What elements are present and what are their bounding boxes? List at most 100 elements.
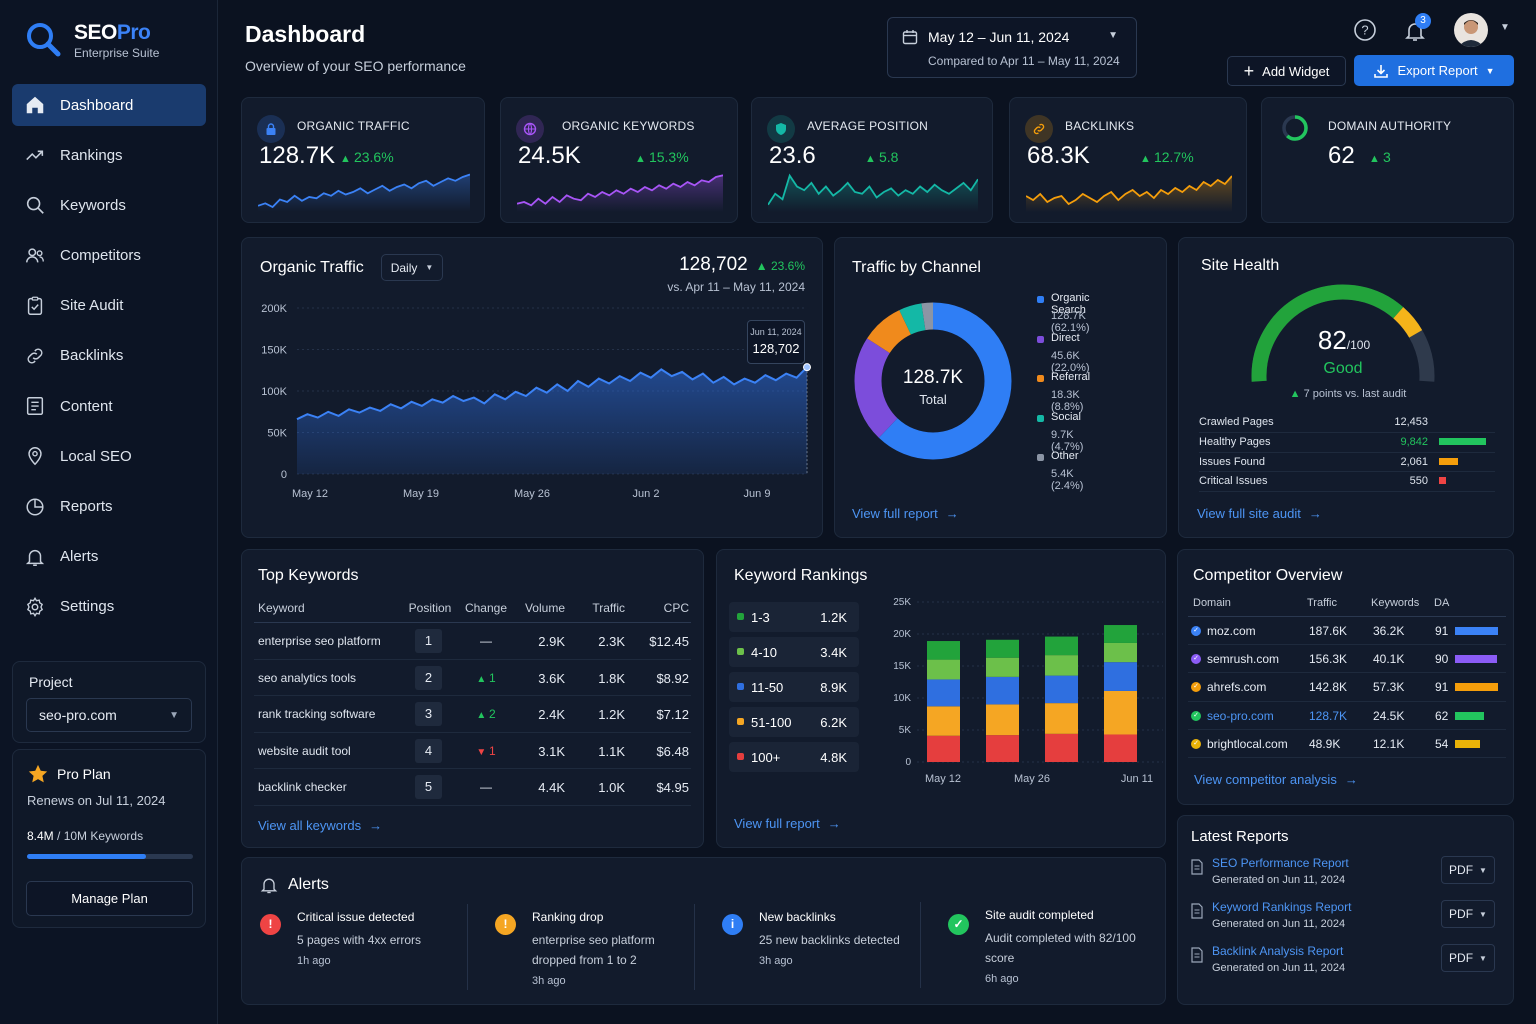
table-row[interactable]: backlink checker 5 — 4.4K 1.0K $4.95 bbox=[254, 769, 691, 806]
ranking-bucket-1-3[interactable]: 1-3 1.2K bbox=[729, 602, 859, 632]
view-site-audit-link[interactable]: View full site audit → bbox=[1197, 506, 1322, 521]
column-header[interactable]: Keyword bbox=[258, 601, 305, 615]
kpi-card-average-position[interactable]: AVERAGE POSITION 23.6 ▲ 5.8 bbox=[751, 97, 993, 223]
report-name[interactable]: Keyword Rankings Report bbox=[1212, 900, 1352, 914]
sidebar-item-rankings[interactable]: Rankings bbox=[12, 134, 206, 176]
bar-segment[interactable] bbox=[1045, 675, 1078, 704]
cpc-cell: $8.92 bbox=[656, 670, 689, 686]
table-row[interactable]: rank tracking software 3 ▲ 2 2.4K 1.2K $7.12 bbox=[254, 696, 691, 733]
competitor-row[interactable]: ✓ seo-pro.com 128.7K 24.5K 62 bbox=[1188, 702, 1506, 730]
ranking-bucket-51-100[interactable]: 51-100 6.2K bbox=[729, 707, 859, 737]
table-row[interactable]: seo analytics tools 2 ▲ 1 3.6K 1.8K $8.92 bbox=[254, 660, 691, 696]
bar-segment[interactable] bbox=[986, 735, 1019, 762]
alerts-title: Alerts bbox=[288, 876, 329, 893]
bar-segment[interactable] bbox=[986, 676, 1019, 705]
kpi-sparkline bbox=[1026, 175, 1232, 212]
sidebar-item-alerts[interactable]: Alerts bbox=[12, 536, 206, 578]
column-header[interactable]: Change bbox=[464, 601, 508, 615]
bar-segment[interactable] bbox=[1045, 733, 1078, 762]
bar-segment[interactable] bbox=[1104, 662, 1137, 691]
export-report-button[interactable]: Export Report ▼ bbox=[1354, 55, 1514, 86]
column-header[interactable]: Keywords bbox=[1371, 597, 1420, 609]
bar-segment[interactable] bbox=[1104, 642, 1137, 663]
hover-point[interactable] bbox=[803, 363, 811, 372]
notifications-button[interactable]: 3 bbox=[1403, 13, 1431, 45]
check-icon: ✓ bbox=[1191, 626, 1201, 636]
bar-segment[interactable] bbox=[1045, 655, 1078, 676]
sidebar-item-site-audit[interactable]: Site Audit bbox=[12, 285, 206, 327]
report-name[interactable]: SEO Performance Report bbox=[1212, 856, 1349, 870]
column-header[interactable]: Volume bbox=[524, 601, 565, 615]
user-menu[interactable]: ▼ bbox=[1454, 13, 1514, 47]
bar-segment[interactable] bbox=[1045, 636, 1078, 656]
sidebar-item-backlinks[interactable]: Backlinks bbox=[12, 335, 206, 377]
bar-segment[interactable] bbox=[927, 641, 960, 660]
bar-segment[interactable] bbox=[1104, 625, 1137, 643]
kpi-label: DOMAIN AUTHORITY bbox=[1328, 119, 1452, 133]
bar-segment[interactable] bbox=[927, 679, 960, 707]
column-header[interactable]: DA bbox=[1434, 597, 1450, 609]
competitor-traffic: 48.9K bbox=[1309, 736, 1341, 751]
channel-view-report-link[interactable]: View full report → bbox=[852, 506, 959, 521]
report-name[interactable]: Backlink Analysis Report bbox=[1212, 944, 1344, 958]
column-header[interactable]: Domain bbox=[1193, 597, 1231, 609]
manage-plan-button[interactable]: Manage Plan bbox=[26, 881, 193, 916]
date-range-picker[interactable]: May 12 – Jun 11, 2024 Compared to Apr 11… bbox=[887, 17, 1137, 78]
bar-segment[interactable] bbox=[1104, 734, 1137, 762]
competitor-row[interactable]: ✓ semrush.com 156.3K 40.1K 90 bbox=[1188, 645, 1506, 674]
rankings-view-report-link[interactable]: View full report → bbox=[734, 816, 841, 831]
x-tick-label: Jun 9 bbox=[744, 488, 771, 500]
add-widget-button[interactable]: + Add Widget bbox=[1227, 56, 1346, 86]
sidebar-item-settings[interactable]: Settings bbox=[12, 586, 206, 628]
check-icon: ✓ bbox=[1191, 738, 1201, 749]
logo[interactable]: SEOPro Enterprise Suite bbox=[24, 20, 159, 60]
table-row[interactable]: enterprise seo platform 1 — 2.9K 2.3K $12.45 bbox=[254, 623, 691, 660]
ranking-bucket-4-10[interactable]: 4-10 3.4K bbox=[729, 637, 859, 667]
ranking-bucket-11-50[interactable]: 11-50 8.9K bbox=[729, 672, 859, 702]
bar-segment[interactable] bbox=[986, 639, 1019, 658]
project-select[interactable]: seo-pro.com ▼ bbox=[26, 698, 192, 732]
sidebar-item-keywords[interactable]: Keywords bbox=[12, 184, 206, 226]
report-format-select[interactable]: PDF ▼ bbox=[1441, 856, 1495, 884]
latest-reports-card: Latest Reports SEO Performance Report Gen… bbox=[1177, 815, 1514, 1005]
help-icon[interactable]: ? bbox=[1353, 18, 1377, 42]
competitor-row[interactable]: ✓ ahrefs.com 142.8K 57.3K 91 bbox=[1188, 673, 1506, 702]
arrow-right-icon: → bbox=[945, 506, 959, 521]
sidebar-item-content[interactable]: Content bbox=[12, 385, 206, 427]
sidebar-item-dashboard[interactable]: Dashboard bbox=[12, 84, 206, 126]
table-row[interactable]: website audit tool 4 ▼ 1 3.1K 1.1K $6.48 bbox=[254, 733, 691, 769]
bar-segment[interactable] bbox=[1045, 703, 1078, 734]
sidebar-item-competitors[interactable]: Competitors bbox=[12, 235, 206, 277]
bar-segment[interactable] bbox=[986, 704, 1019, 736]
bar-segment[interactable] bbox=[986, 657, 1019, 677]
kpi-card-backlinks[interactable]: BACKLINKS 68.3K ▲ 12.7% bbox=[1009, 97, 1247, 223]
view-competitor-analysis-link[interactable]: View competitor analysis → bbox=[1194, 772, 1358, 787]
competitor-row[interactable]: ✓ moz.com 187.6K 36.2K 91 bbox=[1188, 617, 1506, 646]
kpi-card-organic-keywords[interactable]: ORGANIC KEYWORDS 24.5K ▲ 15.3% bbox=[500, 97, 738, 223]
period-select[interactable]: Daily ▼ bbox=[381, 254, 443, 281]
donut-slice-other[interactable] bbox=[854, 302, 1012, 460]
bar-segment[interactable] bbox=[1104, 690, 1137, 735]
kpi-card-organic-traffic[interactable]: ORGANIC TRAFFIC 128.7K ▲ 23.6% bbox=[241, 97, 485, 223]
column-header[interactable]: Position bbox=[408, 601, 452, 615]
report-date: Generated on Jun 11, 2024 bbox=[1212, 918, 1346, 930]
donut-slice-direct[interactable] bbox=[854, 302, 1012, 460]
bar-segment[interactable] bbox=[927, 735, 960, 762]
ranking-bucket-100plus[interactable]: 100+ 4.8K bbox=[729, 742, 859, 772]
bar-segment[interactable] bbox=[927, 706, 960, 736]
sidebar-item-label: Backlinks bbox=[60, 347, 124, 365]
sidebar-item-reports[interactable]: Reports bbox=[12, 486, 206, 528]
column-header[interactable]: Traffic bbox=[592, 601, 625, 615]
column-header[interactable]: CPC bbox=[663, 601, 689, 615]
bar-segment[interactable] bbox=[927, 659, 960, 680]
sidebar-item-local-seo[interactable]: Local SEO bbox=[12, 435, 206, 477]
bell-icon bbox=[260, 878, 278, 894]
kpi-card-domain-authority[interactable]: DOMAIN AUTHORITY 62 ▲ 3 bbox=[1261, 97, 1514, 223]
view-all-keywords-link[interactable]: View all keywords → bbox=[258, 818, 383, 833]
donut-total-label: Total bbox=[919, 392, 947, 407]
competitor-row[interactable]: ✓ brightlocal.com 48.9K 12.1K 54 bbox=[1188, 730, 1506, 758]
legend-swatch bbox=[1037, 335, 1044, 343]
column-header[interactable]: Traffic bbox=[1307, 597, 1337, 609]
report-format-select[interactable]: PDF ▼ bbox=[1441, 900, 1495, 928]
report-format-select[interactable]: PDF ▼ bbox=[1441, 944, 1495, 972]
